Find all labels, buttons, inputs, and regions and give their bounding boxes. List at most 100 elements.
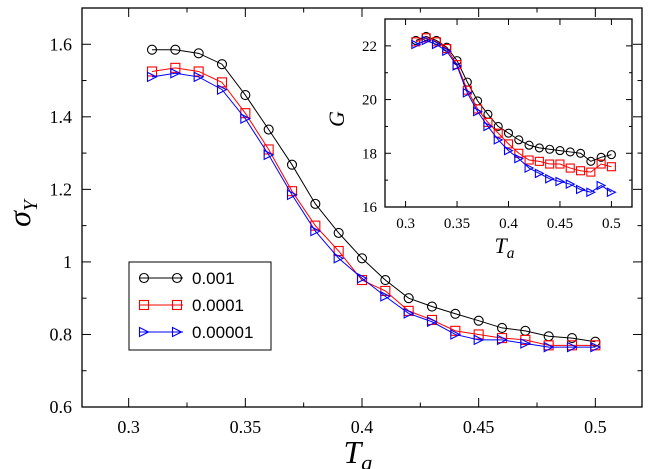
main-point-triangle-right — [286, 189, 298, 201]
inset-point-circle — [534, 143, 544, 153]
legend-label-square: 0.0001 — [192, 296, 244, 315]
inset-xlabel: Ta — [495, 233, 515, 262]
main-point-triangle-right — [590, 341, 602, 353]
main-point-circle — [356, 253, 368, 264]
inset-point-triangle-right — [545, 173, 555, 184]
inset-point-triangle-right — [452, 61, 463, 71]
inset-xtick-label: 0.45 — [547, 216, 573, 232]
main-point-triangle-right — [356, 272, 368, 284]
inset-plot: 0.3 0.35 0.4 0.45 0.5 16 18 20 22 Ta G — [324, 18, 633, 262]
inset-series-line-square — [415, 37, 612, 173]
inset-point-triangle-right — [462, 87, 473, 98]
inset-point-square — [575, 166, 586, 176]
legend-box — [128, 261, 272, 351]
inset-point-triangle-right — [596, 180, 607, 191]
main-ytick-label: 0.8 — [50, 324, 73, 344]
main-point-triangle-right — [333, 252, 345, 264]
main-point-circle — [240, 90, 251, 101]
main-point-circle — [333, 227, 344, 238]
legend-marker-circle — [138, 272, 150, 284]
inset-point-circle — [524, 140, 534, 150]
inset-xlabel-sub: a — [507, 245, 515, 262]
inset-point-circle — [565, 147, 575, 157]
inset-ytick-label: 16 — [362, 200, 378, 216]
main-ylabel: σY — [1, 198, 42, 227]
main-point-circle — [193, 48, 204, 59]
main-point-triangle-right — [216, 84, 228, 96]
main-series-line-triangle-right — [151, 72, 596, 348]
legend-marker-triangle-right — [171, 326, 183, 338]
main-point-triangle-right — [240, 113, 252, 125]
inset-xtick-label: 0.4 — [499, 216, 518, 232]
inset-point-triangle-right — [411, 39, 422, 50]
legend-label-circle: 0.001 — [192, 269, 235, 288]
inset-point-triangle-right — [586, 187, 597, 198]
main-ylabel-sub: Y — [20, 198, 42, 211]
inset-point-triangle-right — [555, 176, 566, 187]
inset-point-square — [534, 156, 544, 166]
main-point-square — [473, 329, 484, 340]
main-point-square — [380, 285, 391, 296]
main-xlabel-sub: a — [361, 450, 372, 469]
legend-marker-circle — [171, 272, 183, 284]
inset-point-triangle-right — [493, 134, 504, 145]
main-point-square — [193, 66, 204, 77]
inset-point-square — [555, 159, 565, 169]
inset-series-line-circle — [415, 35, 612, 162]
inset-point-triangle-right — [431, 39, 442, 50]
main-xlabel: Ta — [344, 434, 373, 469]
inset-point-triangle-right — [421, 35, 432, 46]
inset-point-square — [493, 128, 503, 138]
inset-point-circle — [606, 150, 616, 160]
main-xtick-label: 0.45 — [463, 417, 495, 437]
inset-point-circle — [555, 146, 565, 156]
inset-ytick-label: 20 — [362, 93, 377, 109]
inset-point-circle — [586, 156, 596, 166]
inset-point-triangle-right — [524, 163, 535, 173]
legend-marker-square — [171, 299, 183, 311]
inset-point-circle — [575, 148, 586, 158]
main-xtick-label: 0.4 — [351, 417, 374, 437]
main-point-square — [310, 220, 321, 231]
main-series-line-circle — [152, 49, 596, 343]
main-point-triangle-right — [146, 71, 158, 83]
legend-marker-square — [138, 299, 150, 311]
main-ytick-label: 0.6 — [50, 397, 73, 417]
main-xtick-label: 0.35 — [230, 417, 262, 437]
main-plot: 0.3 0.35 0.4 0.45 0.5 0.6 0.8 1 1.2 1.4 1.6 Ta σY — [1, 7, 643, 469]
inset-point-square — [606, 162, 616, 172]
main-point-circle — [286, 159, 298, 170]
inset-point-square — [545, 159, 555, 169]
main-point-triangle-right — [263, 149, 275, 161]
main-point-triangle-right — [520, 338, 532, 349]
inset-point-circle — [514, 135, 524, 145]
inset-xtick-label: 0.5 — [602, 216, 621, 232]
main-point-circle — [216, 59, 228, 70]
inset-point-triangle-right — [503, 145, 514, 156]
legend: 0.001 0.0001 0.00001 — [128, 261, 272, 351]
inset-point-triangle-right — [442, 46, 452, 57]
inset-point-circle — [503, 128, 514, 138]
main-point-triangle-right — [170, 67, 182, 79]
inset-ytick-label: 22 — [362, 39, 377, 55]
main-point-triangle-right — [496, 334, 508, 346]
inset-point-circle — [545, 144, 555, 154]
main-point-triangle-right — [310, 225, 322, 237]
inset-series-line-triangle-right — [415, 39, 612, 193]
inset-frame — [384, 18, 633, 208]
main-point-square — [263, 144, 274, 155]
main-point-triangle-right — [403, 308, 415, 319]
legend-marker-triangle-right — [138, 326, 150, 338]
main-point-circle — [496, 322, 508, 333]
main-point-circle — [473, 315, 484, 326]
inset-point-triangle-right — [565, 179, 576, 190]
main-point-triangle-right — [450, 329, 462, 340]
main-point-triangle-right — [380, 290, 392, 302]
main-point-circle — [426, 301, 438, 312]
inset-point-square — [586, 167, 596, 177]
main-xtick-label: 0.3 — [117, 417, 140, 437]
inset-point-triangle-right — [483, 121, 494, 132]
inset-point-square — [596, 159, 606, 169]
main-ytick-label: 1 — [63, 252, 72, 272]
